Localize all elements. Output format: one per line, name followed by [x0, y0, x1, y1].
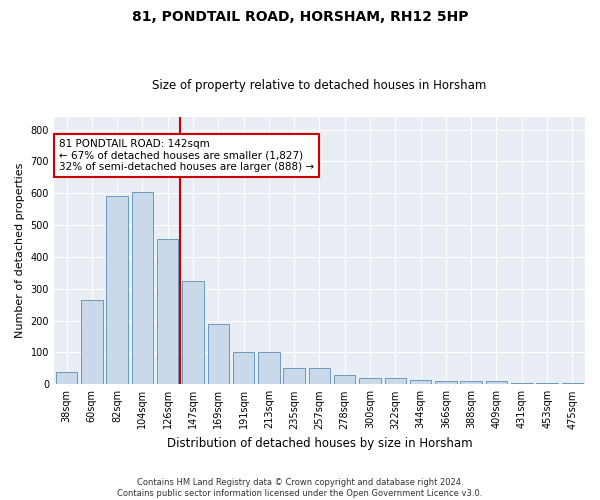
Text: Contains HM Land Registry data © Crown copyright and database right 2024.
Contai: Contains HM Land Registry data © Crown c… — [118, 478, 482, 498]
Bar — [359, 378, 381, 384]
Bar — [410, 380, 431, 384]
Bar — [182, 281, 204, 384]
Title: Size of property relative to detached houses in Horsham: Size of property relative to detached ho… — [152, 79, 487, 92]
Text: 81, PONDTAIL ROAD, HORSHAM, RH12 5HP: 81, PONDTAIL ROAD, HORSHAM, RH12 5HP — [132, 10, 468, 24]
Bar — [208, 324, 229, 384]
Bar — [56, 372, 77, 384]
Bar — [435, 381, 457, 384]
Bar — [486, 381, 507, 384]
Bar — [334, 375, 355, 384]
Bar — [131, 192, 153, 384]
Bar — [283, 368, 305, 384]
Text: 81 PONDTAIL ROAD: 142sqm
← 67% of detached houses are smaller (1,827)
32% of sem: 81 PONDTAIL ROAD: 142sqm ← 67% of detach… — [59, 139, 314, 172]
Bar — [385, 378, 406, 384]
Bar — [460, 381, 482, 384]
Bar — [233, 352, 254, 384]
Bar — [258, 352, 280, 384]
Bar — [106, 196, 128, 384]
Bar — [157, 240, 178, 384]
X-axis label: Distribution of detached houses by size in Horsham: Distribution of detached houses by size … — [167, 437, 472, 450]
Bar — [309, 368, 330, 384]
Bar — [511, 382, 533, 384]
Bar — [81, 300, 103, 384]
Y-axis label: Number of detached properties: Number of detached properties — [15, 163, 25, 338]
